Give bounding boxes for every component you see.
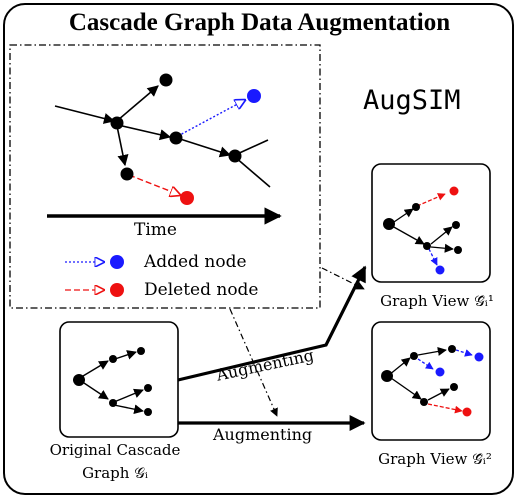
outer-frame <box>3 3 514 495</box>
original-graph-caption-line1: Original Cascade <box>49 441 181 459</box>
diagram-title: Cascade Graph Data Augmentation <box>68 9 451 36</box>
augmenting-label-bottom: Augmenting <box>213 425 313 444</box>
graph-view-2 <box>381 345 484 417</box>
deleted-edge <box>128 174 180 195</box>
original-graph <box>73 347 152 416</box>
deleted-node <box>180 191 194 205</box>
legend-deleted-label: Deleted node <box>144 280 259 300</box>
time-axis-label: Time <box>134 220 177 240</box>
graph-view-1-caption: Graph View 𝒢̂ᵢ¹ <box>380 292 494 310</box>
added-node <box>247 89 261 103</box>
original-graph-caption-line2: Graph 𝒢ᵢ <box>82 464 148 482</box>
graph-view-1 <box>383 186 462 275</box>
cascade-illustration <box>54 73 271 205</box>
augment-arrow-top <box>177 265 367 382</box>
legend-symbols <box>65 255 124 297</box>
method-name: AugSIM <box>363 85 461 116</box>
legend-added-label: Added node <box>144 252 247 272</box>
graph-view-2-caption: Graph View 𝒢̂ᵢ² <box>378 450 492 468</box>
added-edge <box>177 100 245 137</box>
cascade-inset-frame <box>9 44 321 309</box>
